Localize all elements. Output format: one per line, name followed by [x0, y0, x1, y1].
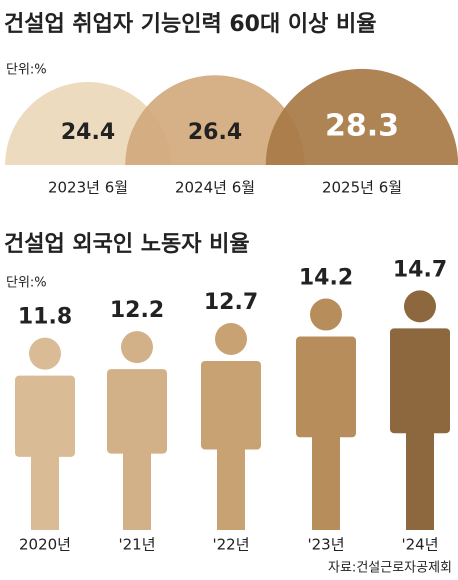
unit-label: 단위:% [6, 63, 47, 78]
chart-title: 건설업 외국인 노동자 비율 [4, 232, 250, 257]
legs [217, 445, 245, 530]
head [404, 290, 436, 323]
legs [31, 452, 59, 530]
head [29, 337, 61, 370]
x-tick-label: 2023년 6월 [48, 179, 128, 197]
person [201, 322, 261, 530]
chart-title: 건설업 취업자 기능인력 60대 이상 비율 [4, 12, 377, 37]
x-tick-label: '23년 [307, 536, 344, 554]
body [390, 328, 450, 434]
body [201, 360, 261, 450]
head [215, 322, 247, 355]
person [390, 290, 450, 530]
x-tick-label: '21년 [118, 536, 155, 554]
legs [406, 429, 434, 530]
value-label: 26.4 [188, 120, 242, 145]
head [310, 298, 342, 331]
value-label: 28.3 [325, 109, 399, 144]
value-label: 11.8 [18, 305, 72, 330]
x-tick-label: '22년 [212, 536, 249, 554]
person [107, 331, 167, 530]
value-label: 14.2 [299, 266, 353, 291]
x-tick-label: 2020년 [19, 536, 71, 554]
body [107, 369, 167, 454]
semicircle [265, 68, 458, 165]
x-tick-label: '24년 [401, 536, 438, 554]
value-label: 12.2 [110, 298, 164, 323]
source: 자료:건설근로자공제회 [328, 561, 452, 576]
legs [312, 433, 340, 530]
unit-label: 단위:% [6, 276, 47, 291]
body [296, 336, 356, 438]
body [15, 375, 75, 457]
x-tick-label: 2025년 6월 [322, 179, 402, 197]
value-label: 12.7 [204, 290, 258, 315]
person [15, 337, 75, 530]
value-label: 24.4 [61, 120, 115, 145]
value-label: 14.7 [393, 257, 447, 282]
legs [123, 449, 151, 530]
head [121, 331, 153, 364]
person [296, 298, 356, 530]
x-tick-label: 2024년 6월 [175, 179, 255, 197]
semicircle [125, 75, 305, 165]
